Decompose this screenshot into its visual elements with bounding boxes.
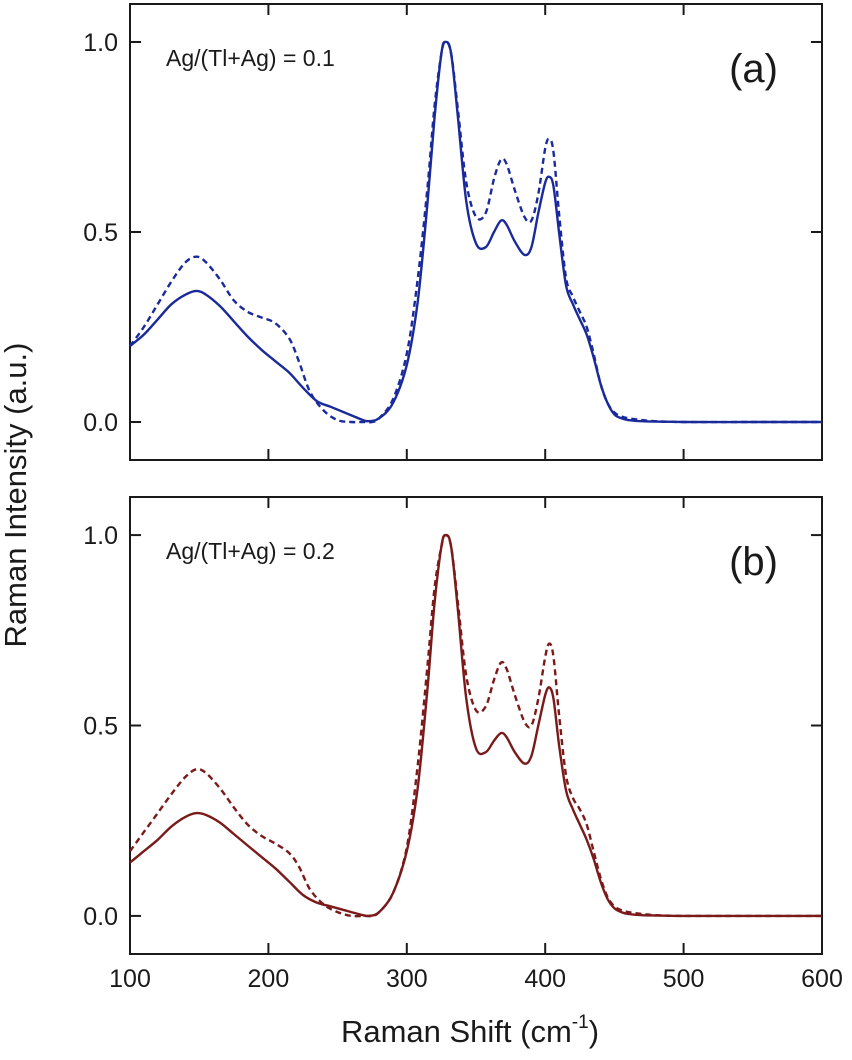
x-axis-title-superscript: -1 (572, 1012, 589, 1033)
panel-b-frame (129, 496, 823, 955)
panel-b-xtick-label: 600 (801, 965, 843, 993)
panel-b-tag: (b) (729, 540, 778, 584)
panel-b-xtick-label: 100 (109, 965, 151, 993)
panel-a-ytick-label: 0.5 (83, 219, 118, 247)
panel-a-ytick-label: 1.0 (83, 29, 118, 57)
panel-a-series-solid (129, 40, 822, 424)
panel-b-series-solid (129, 533, 822, 918)
panel-a-series-dashed (129, 40, 822, 424)
panel-b-annotation: Ag/(Tl+Ag) = 0.2 (166, 538, 335, 564)
panel-b-xtick-label: 500 (663, 965, 705, 993)
panel-a: 0.0 0.5 1.0 Ag/(Tl+Ag) = 0.1 (a) (83, 3, 823, 461)
x-axis-title-end: ) (589, 1014, 599, 1049)
panel-a-tag: (a) (729, 47, 778, 91)
y-axis-title: Raman Intensity (a.u.) (0, 343, 33, 648)
x-axis-title: Raman Shift (cm-1) (341, 1012, 599, 1049)
panel-b-xtick-label: 200 (248, 965, 290, 993)
panel-b: 0.0 0.5 1.0 100 200 300 400 500 600 Ag/(Tl+Ag) = … (83, 496, 843, 993)
panel-b-series-dashed (129, 533, 822, 918)
panel-b-ytick-label: 0.0 (83, 903, 118, 931)
x-axis-title-main: Raman Shift (cm (341, 1014, 572, 1049)
panel-a-annotation: Ag/(Tl+Ag) = 0.1 (166, 45, 335, 71)
panel-b-xtick-label: 400 (524, 965, 566, 993)
panel-a-frame (129, 3, 823, 461)
panel-b-ytick-label: 0.5 (83, 713, 118, 741)
panel-b-ytick-label: 1.0 (83, 522, 118, 550)
panel-a-ytick-label: 0.0 (83, 409, 118, 437)
panel-b-xtick-label: 300 (386, 965, 428, 993)
